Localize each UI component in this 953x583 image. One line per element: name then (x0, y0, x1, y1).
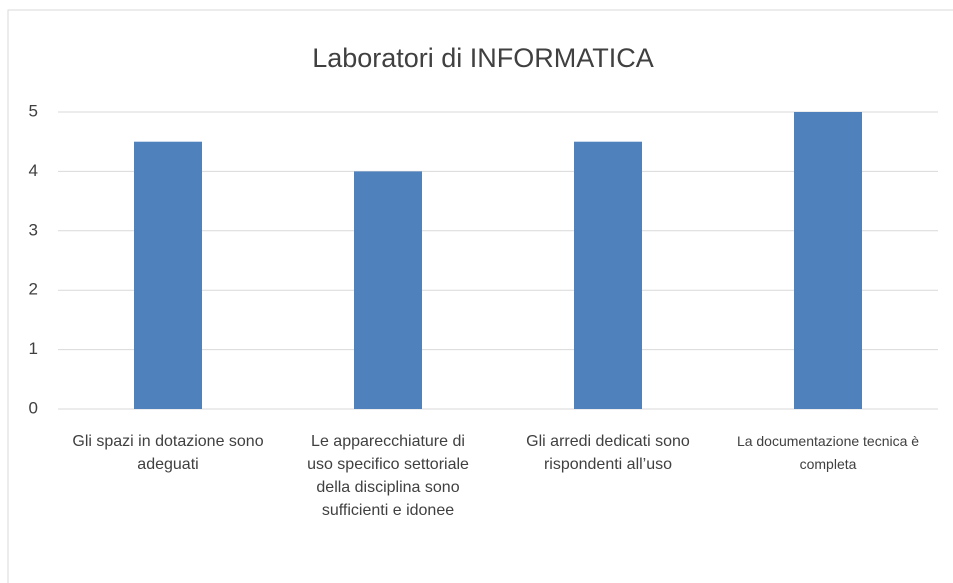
chart-border (7, 9, 953, 583)
y-tick-label: 3 (29, 220, 38, 239)
bar (794, 112, 862, 409)
bar (574, 141, 642, 409)
x-tick-label: Gli spazi in dotazione sono adeguati (72, 433, 264, 473)
y-tick-label: 1 (29, 339, 38, 358)
bar (134, 141, 202, 409)
y-tick-label: 5 (29, 101, 38, 120)
y-tick-label: 0 (29, 398, 38, 417)
y-tick-label: 2 (29, 280, 38, 299)
x-tick-label: Gli arredi dedicati sono rispondenti all… (526, 433, 690, 473)
bar (354, 171, 422, 409)
chart-title: Laboratori di INFORMATICA (312, 43, 654, 73)
y-tick-label: 4 (29, 161, 38, 180)
x-tick-label: La documentazione tecnica è completa (736, 433, 920, 472)
x-tick-label: Le apparecchiature di uso specifico sett… (307, 433, 469, 519)
